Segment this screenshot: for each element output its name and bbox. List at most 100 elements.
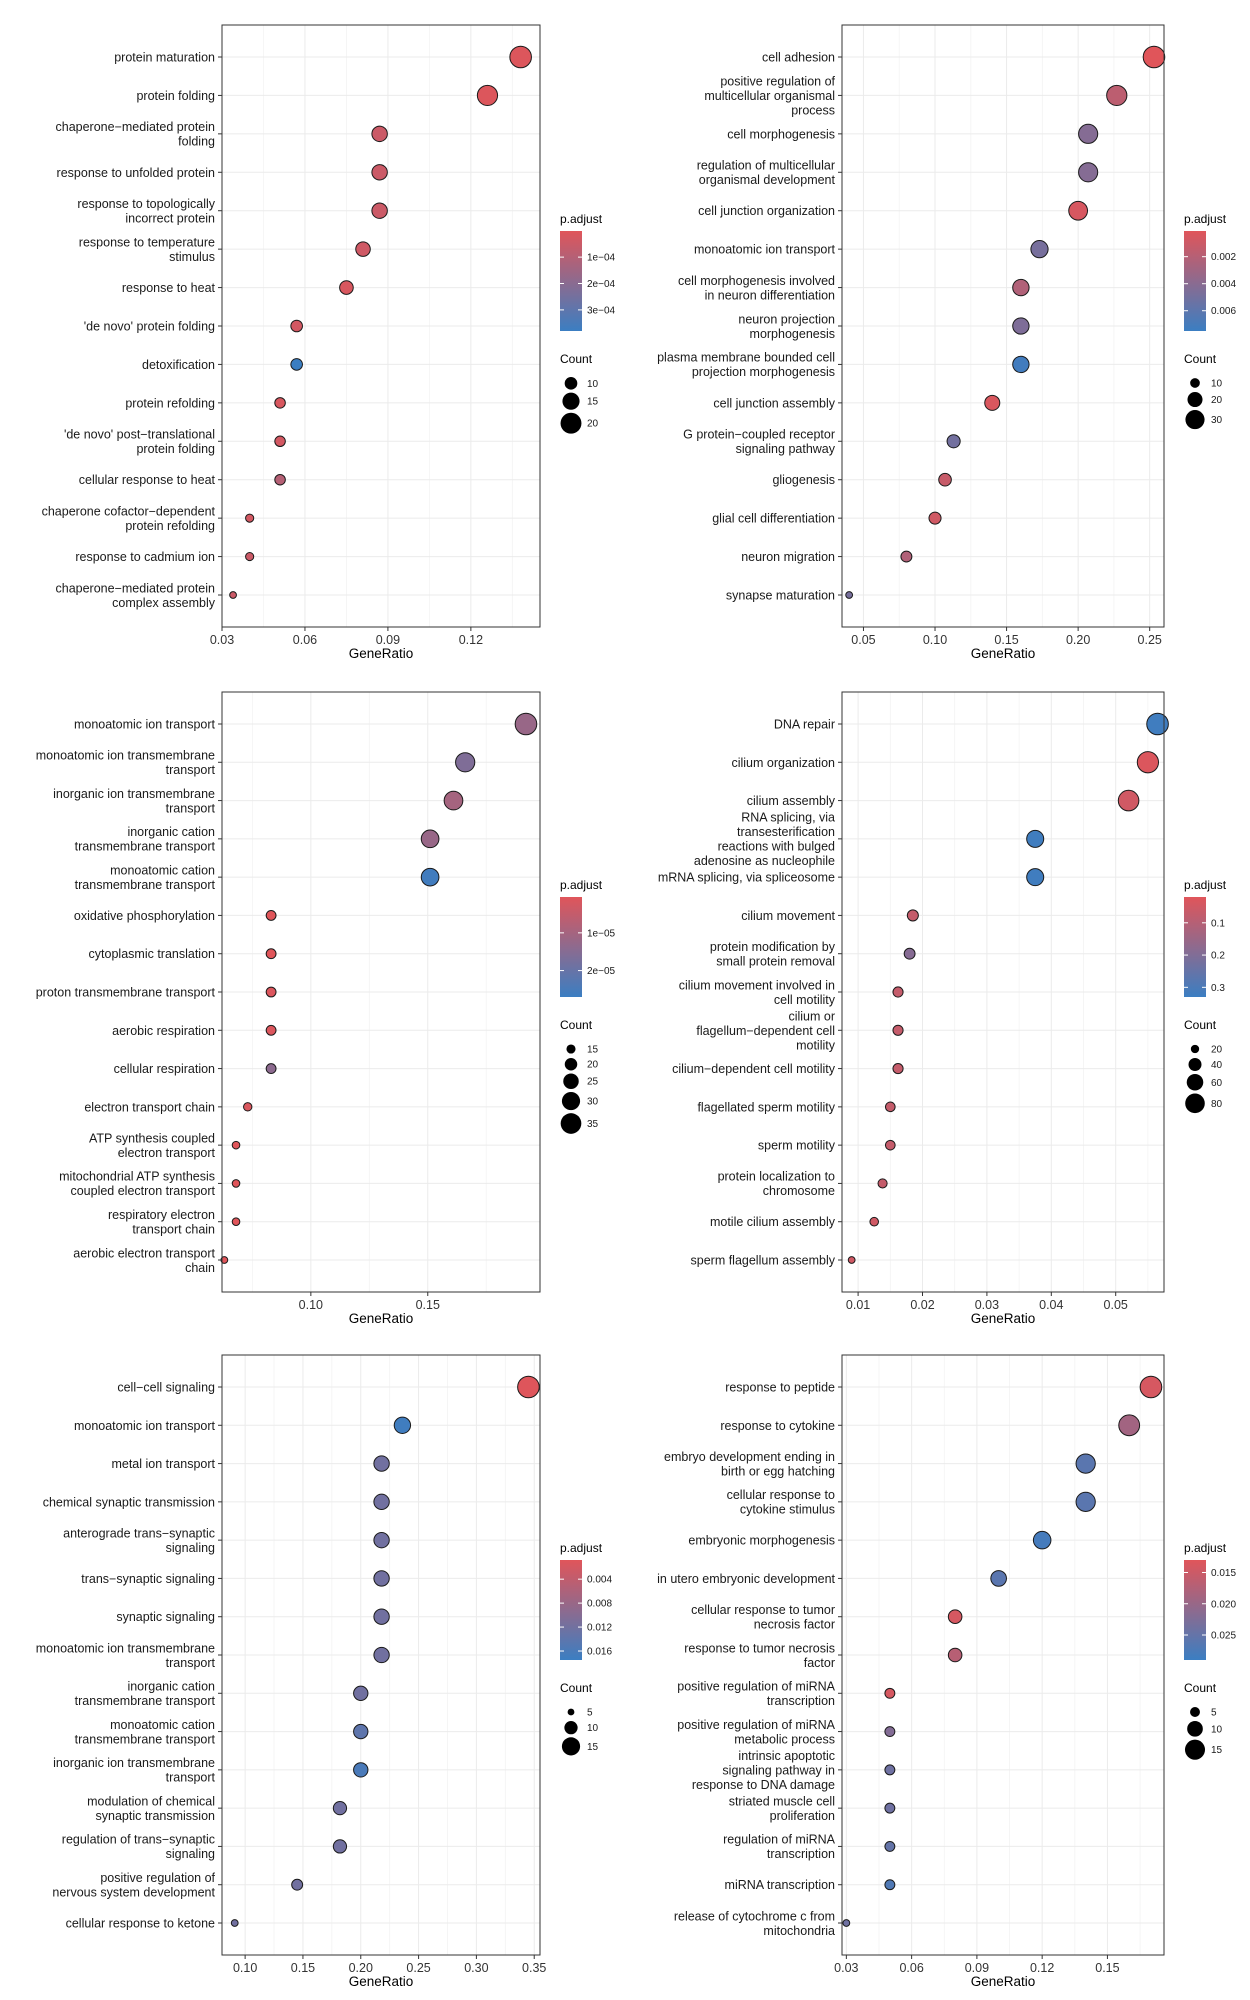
data-point [1026,868,1045,887]
data-point [371,125,388,143]
term-label: protein localization to chromosome [718,1170,835,1199]
term-label-line: aerobic electron transport [73,1246,215,1260]
term-label-line: transmembrane transport [75,840,216,854]
panel-turquoise: DNA repair cilium organization cilium asse… [658,691,1227,1326]
data-point [265,1024,277,1036]
data-point [509,45,532,69]
term-label-line: protein localization to [718,1170,835,1184]
term-label: sperm flagellum assembly [691,1254,836,1268]
term-label-line: chain [185,1261,215,1275]
padj-legend-label: 0.3 [1211,983,1225,994]
term-label-line: positive regulation of miRNA [677,1680,835,1694]
term-label-line: response to DNA damage [692,1778,835,1792]
count-legend-dot [1190,378,1200,388]
padj-legend-label: 3e−04 [587,305,616,316]
data-point [373,1493,390,1511]
count-legend-dot [566,1044,576,1054]
term-label-line: transmembrane transport [75,1694,216,1708]
term-label: embryonic morphogenesis [688,1534,835,1548]
data-point [947,1647,963,1663]
count-legend-title: Count [1184,1018,1217,1032]
term-label-line: electron transport [118,1146,216,1160]
term-label-line: cell morphogenesis [727,127,835,141]
data-point [928,511,942,525]
term-label-line: cilium movement [741,909,835,923]
data-point [884,1101,896,1113]
term-label-line: process [791,103,835,117]
x-tick-label: 0.20 [349,1961,373,1975]
term-label: monoatomic ion transmembrane transport [36,749,216,778]
term-label: cell morphogenesis involved in neuron dif… [678,274,835,303]
count-legend-dot [567,1708,575,1716]
count-legend-dot [1185,410,1205,430]
term-label-line: transcription [767,1847,835,1861]
term-label-line: chaperone−mediated protein [56,120,216,134]
term-label: positive regulation of miRNA transcriptio… [677,1680,835,1709]
term-label-line: projection morphogenesis [692,365,835,379]
term-label: response to tumor necrosis factor [684,1641,835,1670]
term-label: neuron projection morphogenesis [738,312,835,341]
data-point [1075,1491,1096,1512]
term-label-line: factor [804,1656,835,1670]
term-label-line: metal ion transport [111,1457,215,1471]
count-legend-label: 30 [1211,415,1223,426]
term-label-line: cell−cell signaling [117,1381,215,1395]
term-label-line: inorganic cation [127,1680,215,1694]
padj-legend-label: 0.008 [587,1599,612,1610]
term-label-line: neuron migration [741,550,835,564]
padj-legend-title: p.adjust [1184,878,1227,892]
term-label-line: chemical synaptic transmission [43,1495,215,1509]
term-label-line: response to cytokine [720,1419,835,1433]
data-point [245,513,255,523]
term-label: gliogenesis [772,473,835,487]
padj-colorbar [560,1560,582,1660]
term-label: chemical synaptic transmission [43,1495,215,1509]
data-point [1078,123,1099,144]
term-label-line: miRNA transcription [725,1878,835,1892]
x-tick-label: 0.15 [291,1961,315,1975]
term-label-line: inorganic ion transmembrane [53,1756,215,1770]
term-label-line: cell adhesion [762,51,835,65]
x-tick-label: 0.30 [464,1961,488,1975]
data-point [845,591,854,599]
term-label: protein maturation [114,51,215,65]
term-label-line: cellular response to tumor [691,1603,835,1617]
panel-green: response to peptide response to cytokine e… [657,1354,1236,1989]
term-label-line: motility [796,1038,836,1052]
term-label-line: cell morphogenesis involved [678,274,835,288]
count-legend-dot [1184,1739,1206,1760]
padj-legend-label: 2e−05 [587,966,616,977]
term-label: mRNA splicing, via spliceosome [658,871,835,885]
x-tick-label: 0.15 [994,633,1018,647]
term-label-line: mitochondrial ATP synthesis [59,1170,215,1184]
x-tick-label: 0.25 [1138,633,1162,647]
data-point [265,986,277,998]
term-label: cell junction organization [698,204,835,218]
x-tick-label: 0.03 [210,633,234,647]
term-label: cilium−dependent cell motility [672,1062,836,1076]
data-point [906,909,919,922]
term-label-line: respiratory electron [108,1208,215,1222]
term-label-line: proliferation [770,1809,835,1823]
padj-legend-label: 0.025 [1211,1631,1236,1642]
data-point [231,1217,241,1227]
term-label-line: detoxification [142,358,215,372]
data-point [1026,829,1045,848]
term-label-line: monoatomic ion transmembrane [36,1641,215,1655]
term-label-line: multicellular organismal [704,89,835,103]
term-label-line: chaperone cofactor−dependent [42,504,216,518]
term-label: aerobic respiration [112,1024,215,1038]
term-label-line: proton transmembrane transport [36,986,216,1000]
term-label-line: cytokine stimulus [740,1503,835,1517]
data-point [1012,355,1030,374]
data-point [984,394,1001,411]
term-label: cellular respiration [114,1062,215,1076]
term-label: trans−synaptic signaling [81,1572,215,1586]
data-point [517,1375,540,1399]
data-point [373,1531,390,1549]
data-point [230,1919,239,1927]
term-label-line: monoatomic ion transmembrane [36,749,215,763]
data-point [274,473,286,486]
data-point [353,1723,369,1740]
data-point [1142,45,1166,69]
